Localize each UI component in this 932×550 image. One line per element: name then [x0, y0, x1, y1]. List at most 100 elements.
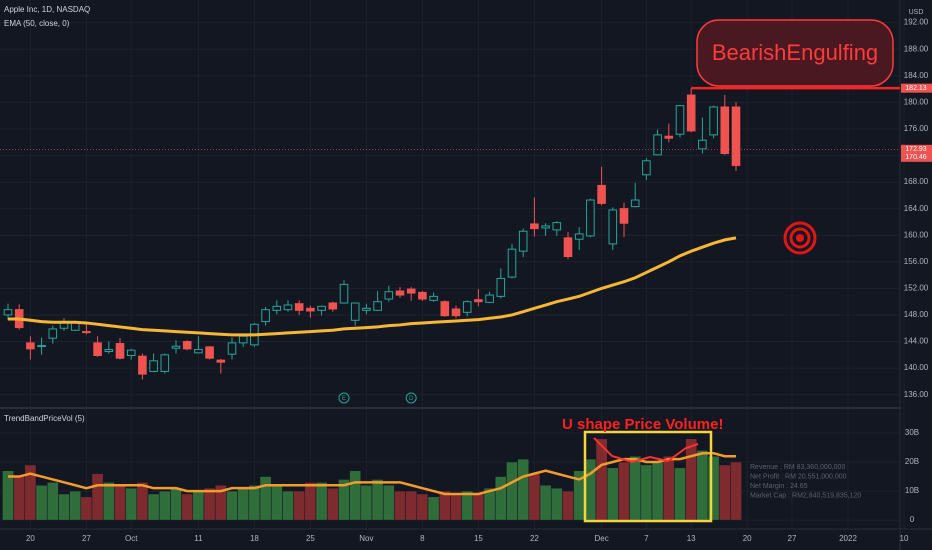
- candle-body: [294, 303, 304, 311]
- volume-bar: [293, 490, 306, 521]
- volume-bar: [595, 438, 608, 521]
- candle-body: [653, 134, 662, 156]
- volume-bar: [282, 490, 294, 521]
- volume-bar: [349, 470, 362, 521]
- volume-bar: [662, 455, 675, 521]
- volume-bar: [136, 482, 149, 521]
- candle-body: [373, 301, 382, 311]
- candle-body: [474, 299, 483, 303]
- volume-bar: [618, 461, 630, 521]
- ema-legend: EMA (50, close, 0): [4, 19, 70, 28]
- target-icon: [783, 221, 817, 255]
- volume-bar: [550, 487, 563, 521]
- time-tick-label: 2022: [839, 534, 857, 543]
- volume-bar: [517, 458, 530, 521]
- volume-tick-label: 20B: [905, 457, 919, 466]
- candle-body: [698, 139, 707, 150]
- ema-line: [8, 236, 737, 337]
- time-tick-label: 15: [474, 534, 483, 543]
- volume-bar: [158, 490, 171, 521]
- volume-bar: [416, 493, 429, 521]
- volume-bar: [125, 487, 138, 521]
- time-tick-label: 20: [743, 534, 752, 543]
- candle-body: [171, 345, 181, 349]
- candle-body: [586, 199, 595, 237]
- candle-body: [3, 309, 13, 316]
- time-tick-label: 22: [530, 534, 539, 543]
- grid: [0, 0, 905, 529]
- volume-bar: [226, 490, 238, 521]
- time-tick-label: Nov: [359, 534, 373, 543]
- symbol-title: Apple Inc, 1D, NASDAQ: [4, 5, 90, 14]
- price-label: 170.46: [905, 154, 927, 161]
- volume-bar: [382, 485, 395, 521]
- plot: [0, 86, 900, 521]
- price-label-box: [901, 83, 932, 93]
- price-label: 172.93: [905, 146, 927, 153]
- volume-ma-line: [8, 452, 736, 496]
- candle-body: [261, 309, 270, 323]
- volume-bar: [170, 487, 182, 521]
- price-tick-label: 156.00: [904, 257, 929, 266]
- candle-body: [115, 343, 125, 359]
- fundamental-text: Net Profit : RM 20,551,000,000: [750, 473, 847, 480]
- candle-body: [384, 291, 394, 300]
- fundamental-text: Revenue : RM 83,360,000,000: [750, 464, 845, 471]
- candle-body: [317, 305, 326, 311]
- candle-body: [462, 301, 472, 313]
- candle-body: [507, 248, 517, 278]
- price-tick-label: 180.00: [904, 97, 929, 106]
- event-label: D: [409, 396, 414, 402]
- price-tick-label: 140.00: [904, 363, 929, 372]
- volume-bar: [58, 493, 70, 521]
- candle-body: [48, 328, 58, 339]
- candle-body: [574, 233, 584, 240]
- volume-bar: [461, 490, 474, 521]
- volume-bar: [629, 455, 642, 521]
- volume-bar: [472, 493, 485, 521]
- volume-bar: [304, 482, 317, 521]
- price-tick-label: 136.00: [904, 390, 929, 399]
- event-marker: [338, 392, 350, 404]
- candle-body: [429, 295, 438, 301]
- candle-body: [216, 359, 226, 363]
- volume-bar: [584, 458, 597, 521]
- candle-body: [675, 105, 685, 135]
- candle-body: [563, 237, 573, 257]
- currency: USD: [909, 9, 924, 16]
- volume-bar: [35, 485, 48, 521]
- candle-body: [205, 346, 214, 359]
- candle-body: [93, 342, 102, 357]
- volume-bar: [203, 487, 216, 521]
- time-tick-label: 10: [900, 534, 909, 543]
- event-label: E: [342, 396, 346, 402]
- time-tick-label: 11: [194, 534, 203, 543]
- candle-body: [395, 290, 405, 296]
- volume-bar: [237, 487, 250, 521]
- candle-body: [496, 277, 506, 297]
- candle-body: [720, 106, 730, 154]
- candle-body: [350, 302, 360, 321]
- volume-bar: [102, 482, 115, 521]
- volume-bar: [371, 479, 384, 521]
- candle-body: [182, 341, 192, 350]
- candle-body: [630, 199, 640, 208]
- candle-body: [552, 222, 562, 231]
- time-tick-label: Dec: [594, 534, 608, 543]
- u-shape-box: [583, 430, 713, 523]
- candle-body: [418, 291, 427, 300]
- u-shape-curve: [593, 437, 699, 464]
- candle-body: [227, 342, 237, 355]
- volume-bar: [46, 482, 59, 521]
- candle-body: [406, 288, 416, 294]
- price-label-box: [901, 152, 932, 162]
- volume-tick-label: 30B: [905, 428, 919, 437]
- candle-body: [194, 349, 203, 354]
- candle-body: [451, 308, 461, 317]
- volume-bar: [651, 461, 664, 521]
- candle-body: [709, 106, 718, 136]
- price-tick-label: 192.00: [904, 18, 929, 27]
- volume-bar: [80, 496, 93, 521]
- u-shape-label: U shape Price Volume!: [562, 416, 723, 433]
